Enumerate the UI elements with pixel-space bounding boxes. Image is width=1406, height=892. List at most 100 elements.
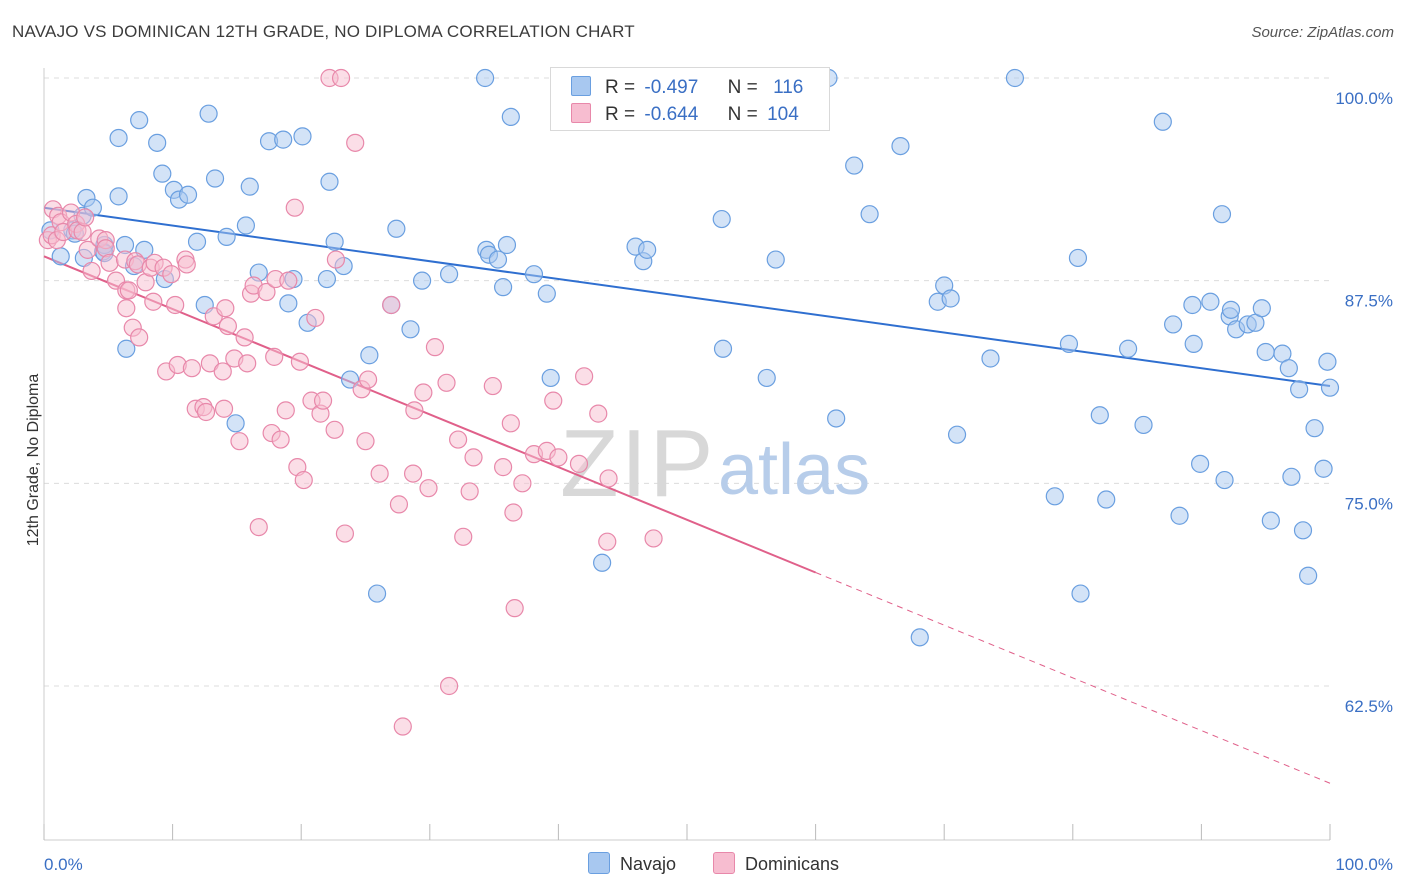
navajo-point (1215, 470, 1234, 490)
dominicans-point (454, 527, 473, 546)
navajo-point (910, 628, 929, 647)
navajo-point (439, 265, 459, 284)
dominicans-point (162, 265, 181, 284)
dominicans-point (599, 469, 618, 488)
dominicans-point (294, 470, 313, 490)
dominicans-point (230, 432, 249, 451)
navajo-trend-line (43, 206, 1331, 388)
dominicans-point (144, 292, 163, 311)
navajo-point (524, 265, 544, 284)
chart-title: NAVAJO VS DOMINICAN 12TH GRADE, NO DIPLO… (12, 22, 635, 41)
dominicans-point (325, 420, 344, 439)
dominicans-point (403, 464, 423, 483)
legend-r-label: R = (605, 104, 636, 125)
dominicans-point (249, 517, 268, 537)
source-label: Source: ZipAtlas.com (1251, 24, 1394, 41)
navajo-point (109, 128, 128, 148)
legend-item-dominicans: Dominicans (713, 852, 839, 875)
dominicans-point (326, 250, 346, 269)
dominicans-point (501, 414, 520, 433)
dominicans-point (166, 295, 185, 315)
navajo-point (1320, 378, 1340, 397)
navajo-point (891, 136, 910, 156)
navajo-point (236, 216, 256, 235)
navajo-point (1290, 380, 1309, 399)
dominicans-point (356, 432, 375, 451)
dominicans-point (100, 253, 119, 272)
dominicans-point (279, 271, 298, 290)
navajo-point (541, 368, 560, 388)
navajo-point (1201, 292, 1220, 311)
legend-label-dominicans: Dominicans (745, 854, 840, 874)
dominicans-point (389, 495, 409, 514)
dominicans-point (82, 261, 101, 281)
navajo-point (1279, 359, 1298, 378)
dominicans-point (439, 676, 459, 696)
dominicans-point (598, 532, 617, 551)
navajo-point (1059, 334, 1079, 353)
navajo-point (475, 68, 495, 88)
dominicans-point (460, 482, 479, 501)
dominicans-point (494, 458, 513, 477)
navajo-point (1134, 415, 1153, 435)
legend-n-value: 116 (773, 77, 804, 98)
legend-label-navajo: Navajo (620, 854, 677, 874)
navajo-point (226, 414, 245, 433)
dominicans-point (569, 454, 589, 473)
navajo-point (187, 232, 207, 251)
legend-swatch-dominicans (571, 103, 591, 123)
dominicans-point (235, 328, 254, 347)
dominicans-point (216, 299, 235, 318)
navajo-point (412, 271, 432, 290)
dominicans-point (589, 404, 608, 423)
y-tick-label: 87.5% (1345, 292, 1393, 311)
legend-row-dominicans: R = -0.644 N = 104 (571, 103, 799, 127)
navajo-point (1097, 490, 1116, 509)
dominicans-point (644, 529, 663, 548)
legend-r-value: -0.644 (644, 104, 699, 125)
navajo-point (1221, 300, 1241, 319)
navajo-point (1153, 112, 1172, 131)
data-points (38, 68, 1340, 736)
navajo-point (860, 205, 879, 224)
navajo-point (766, 250, 785, 269)
navajo-point (317, 269, 337, 289)
navajo-point (1184, 334, 1203, 353)
navajo-point (153, 164, 172, 183)
navajo-point (1212, 205, 1232, 224)
dominicans-point (448, 430, 468, 449)
dominicans-point (425, 338, 445, 357)
navajo-point (488, 250, 508, 269)
navajo-point (387, 219, 406, 238)
series-legend: Navajo Dominicans (0, 852, 1406, 878)
dominicans-point (437, 373, 456, 392)
navajo-point (279, 294, 298, 313)
dominicans-point (265, 347, 284, 366)
dominicans-point (405, 401, 424, 420)
dominicans-point (306, 308, 325, 328)
navajo-point (360, 346, 379, 365)
dominicans-point (544, 391, 563, 410)
x-tick-label: 0.0% (44, 855, 83, 874)
legend-row-navajo: R = -0.497 N = 116 (571, 76, 803, 100)
navajo-point (178, 185, 198, 204)
navajo-point (340, 370, 360, 389)
navajo-point (638, 240, 657, 259)
navajo-point (1183, 295, 1202, 315)
y-tick-label: 100.0% (1335, 89, 1393, 108)
dominicans-point (414, 383, 433, 402)
navajo-point (1318, 352, 1337, 371)
navajo-point (757, 368, 776, 388)
dominicans-point (119, 281, 138, 300)
navajo-point (1164, 315, 1183, 334)
navajo-point (240, 177, 259, 196)
dominicans-point (177, 255, 196, 274)
legend-n-value: 104 (767, 104, 799, 125)
dominicans-point (218, 316, 237, 336)
dominicans-trend-extension (815, 572, 1331, 784)
navajo-point (1090, 406, 1109, 425)
stats-legend: R = -0.497 N = 116 R = -0.644 N = 104 (550, 67, 830, 131)
y-axis-title: 12th Grade, No Diploma (25, 374, 42, 547)
watermark-atlas: atlas (718, 430, 870, 510)
